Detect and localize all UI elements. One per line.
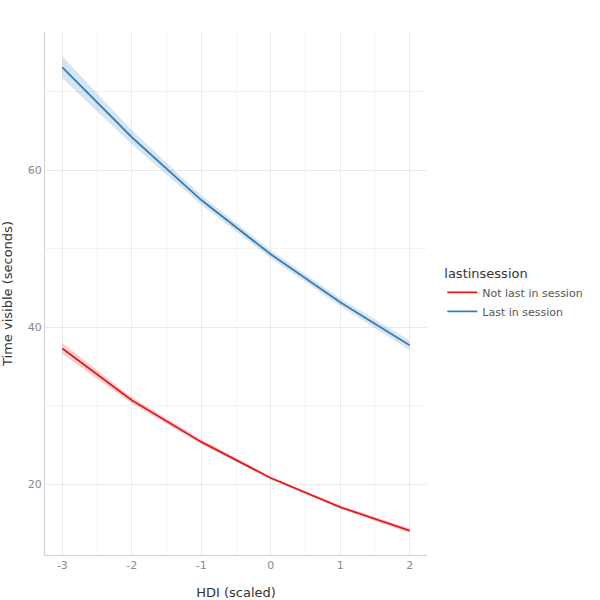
svg-text:Not last in session: Not last in session <box>482 287 582 300</box>
svg-text:HDI (scaled): HDI (scaled) <box>196 585 276 600</box>
svg-text:60: 60 <box>28 164 42 177</box>
svg-text:Time visible (seconds): Time visible (seconds) <box>0 221 15 367</box>
svg-text:20: 20 <box>28 478 42 491</box>
svg-text:-3: -3 <box>57 559 68 572</box>
svg-text:0: 0 <box>267 559 274 572</box>
svg-text:lastinsession: lastinsession <box>444 266 527 281</box>
svg-text:1: 1 <box>337 559 344 572</box>
svg-text:-1: -1 <box>196 559 207 572</box>
svg-text:Last in session: Last in session <box>482 306 563 319</box>
svg-text:40: 40 <box>28 321 42 334</box>
svg-text:2: 2 <box>406 559 413 572</box>
svg-text:-2: -2 <box>126 559 137 572</box>
